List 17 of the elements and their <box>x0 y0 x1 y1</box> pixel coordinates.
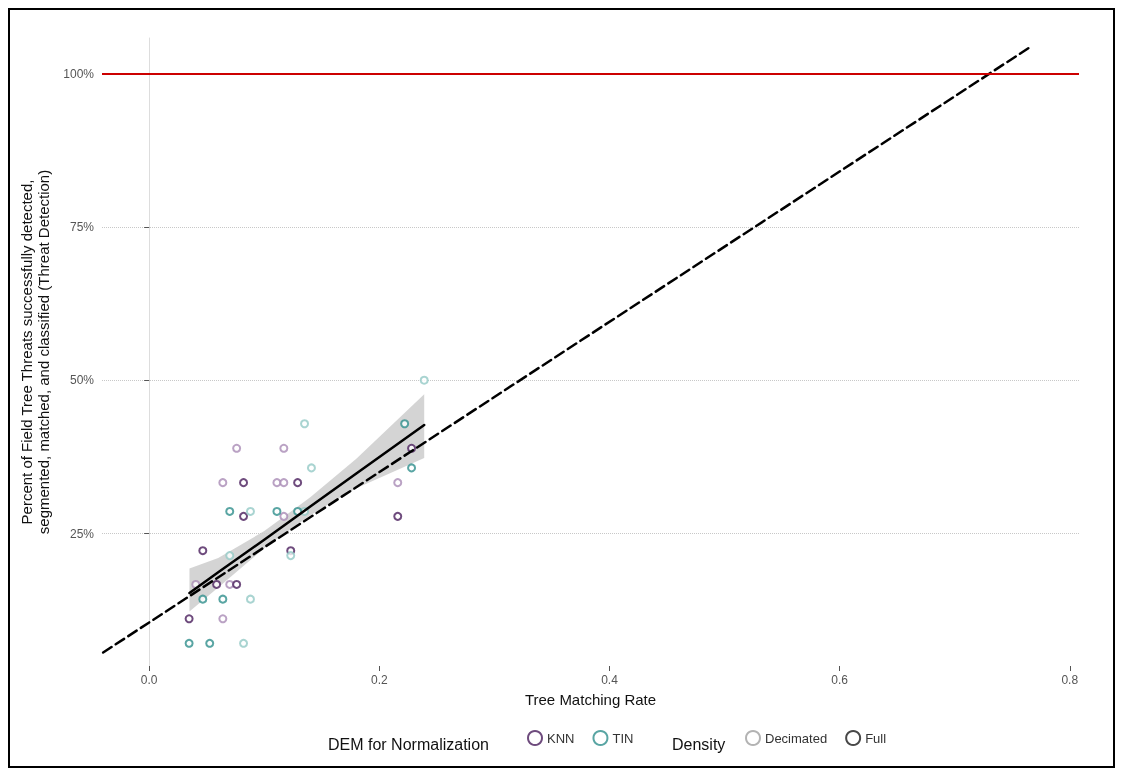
legend-label: TIN <box>612 730 634 746</box>
y-tick-label: 75% <box>69 219 95 234</box>
y-axis-title: Percent of Field Tree Threats successfully detected, segmented, matched, and classified (Threat Detection) <box>18 169 52 535</box>
y-tick-label: 50% <box>69 373 95 388</box>
x-tick-label: 0.4 <box>601 673 619 687</box>
y-tick-label: 100% <box>63 66 95 81</box>
y-tick-label: 25% <box>69 526 95 541</box>
x-tick-label: 0.0 <box>140 673 158 687</box>
x-tick-label: 0.2 <box>370 673 388 687</box>
legend-label: Decimated <box>765 730 828 746</box>
x-axis-title: Tree Matching Rate <box>524 691 657 708</box>
legend-label: Full <box>865 730 887 746</box>
legend-label: KNN <box>547 730 575 746</box>
text: Density <box>672 735 726 753</box>
x-tick-label: 0.6 <box>831 673 849 687</box>
legend-title: DEM for Normalization <box>328 735 489 753</box>
x-tick-label: 0.8 <box>1061 673 1079 687</box>
